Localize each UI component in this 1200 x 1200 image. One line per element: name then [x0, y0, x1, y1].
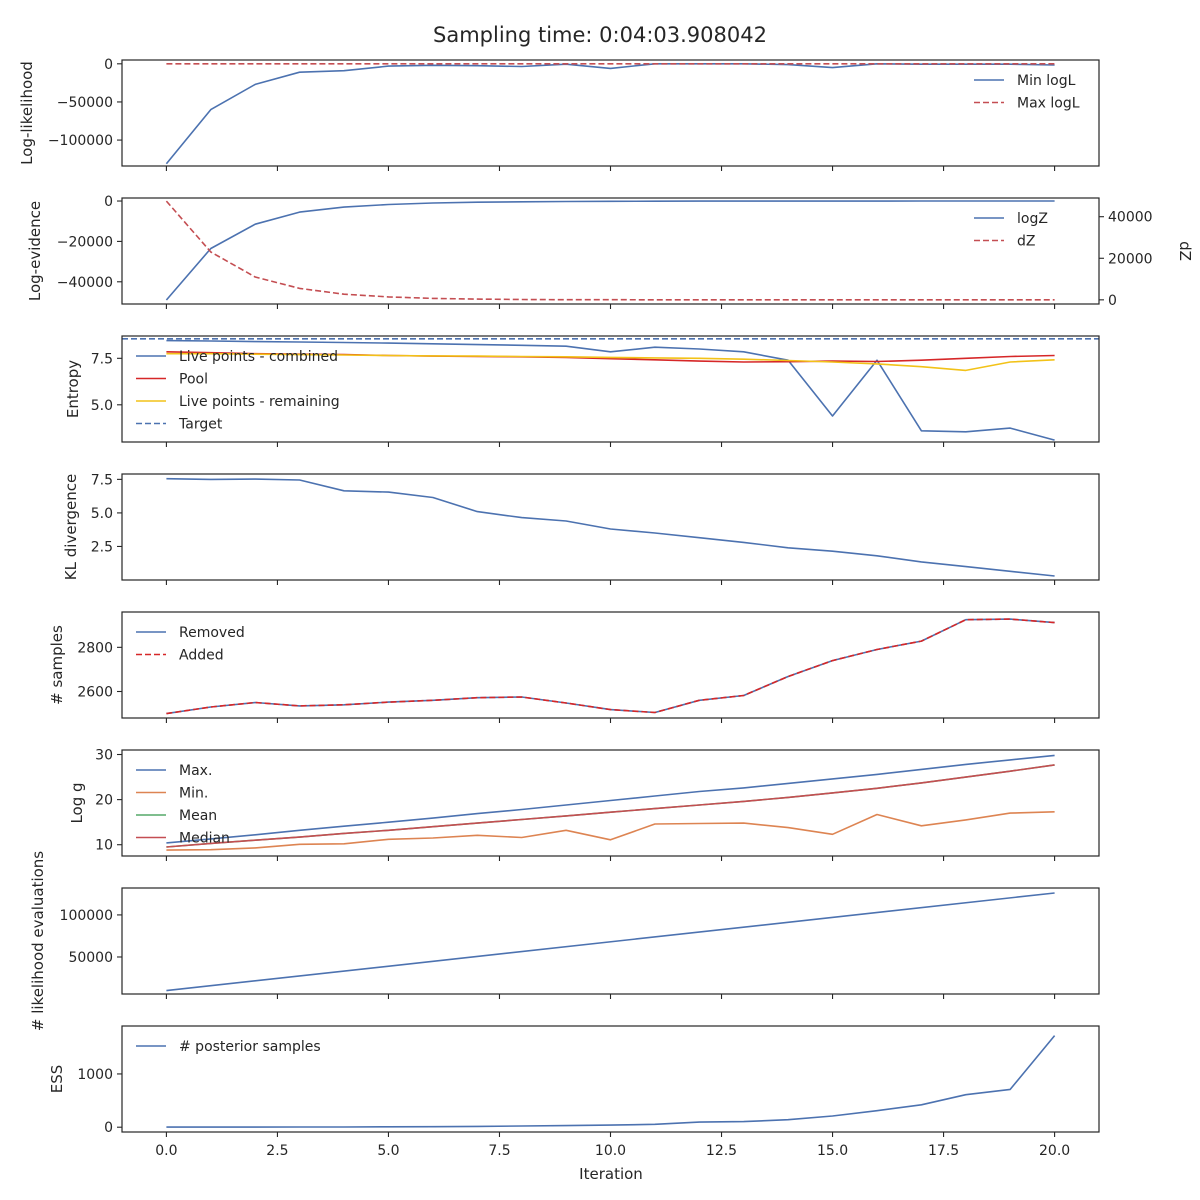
panel-1-ytick-label: −50000 [57, 95, 113, 111]
panel-4-frame [121, 473, 1100, 581]
panel-3-series-1-line [166, 339, 1055, 441]
legend-label: Median [179, 831, 230, 847]
panel-6-series-3-line [166, 764, 1055, 848]
panel-6-ylabel: Log g [68, 782, 86, 823]
panel-8: 1000 0 0.0 2.5 5.0 7.5 10.0 12.5 15.0 17.5 20.0 ESS… [48, 1025, 1100, 1159]
panel-6-ytick-label: 20 [95, 793, 113, 809]
panel-2-ylabel-right: dZ [1176, 241, 1194, 261]
xtick-label: 20.0 [1039, 1143, 1070, 1159]
panel-6-ytick-label: 30 [95, 748, 113, 764]
panel-8-ylabel: ESS [48, 1065, 66, 1094]
panel-2: 0 −20000 −40000 0 20000 40000 dZ Log-evidence lo… [26, 194, 1194, 309]
panel-8-ytick-label: 0 [104, 1120, 113, 1136]
panel-3-ytick-label: 5.0 [91, 398, 113, 414]
panel-2-ytick-right-label: 40000 [1108, 210, 1153, 226]
panel-2-ytick-right-label: 0 [1108, 293, 1117, 309]
panel-2-ytick-right-label: 20000 [1108, 251, 1153, 267]
panel-5-series-2-line [166, 618, 1055, 715]
legend-label: Min logL [1017, 73, 1076, 89]
panel-6-series-4-line [166, 764, 1055, 848]
legend-label: Target [178, 417, 223, 433]
panel-4-ylabel: KL divergence [62, 474, 80, 580]
legend-label: Added [179, 648, 224, 664]
panel-3-ylabel: Entropy [64, 360, 82, 418]
panel-7-ylabel: # likelihood evaluations [29, 851, 47, 1031]
panel-4-ytick-label: 5.0 [91, 506, 113, 522]
panel-5: 2800 2600 # samples Removed Added [48, 611, 1100, 723]
panel-7: 100000 50000 # likelihood evaluations [29, 851, 1100, 1031]
panel-2-ytick-label: 0 [104, 194, 113, 210]
legend-label: Removed [179, 625, 245, 641]
xtick-label: 0.0 [155, 1143, 177, 1159]
panel-1-ylabel: Log-likelihood [18, 61, 36, 165]
panel-2-frame [121, 197, 1100, 305]
legend-label: Max logL [1017, 96, 1080, 112]
panel-7-ytick-label: 100000 [60, 908, 113, 924]
panel-5-ytick-label: 2600 [77, 685, 113, 701]
panel-6: 30 20 10 Log g Max. Min. Mean Median [68, 748, 1100, 861]
x-axis-label: Iteration [579, 1165, 643, 1183]
panel-3-series-3-line [166, 352, 1055, 372]
xtick-label: 2.5 [266, 1143, 288, 1159]
legend-label: Pool [179, 372, 208, 388]
legend-label: dZ [1017, 234, 1035, 250]
legend-label: Mean [179, 808, 217, 824]
xtick-label: 12.5 [706, 1143, 737, 1159]
legend-label: Live points - combined [179, 349, 338, 365]
panel-5-ylabel: # samples [48, 625, 66, 705]
panel-8-series-1-line [166, 1035, 1056, 1128]
panel-2-series-2-line [165, 200, 1055, 301]
panel-8-ytick-label: 1000 [77, 1067, 113, 1083]
legend-label: logZ [1017, 211, 1048, 227]
panel-5-ytick-label: 2800 [77, 640, 113, 656]
panel-1-legend: Min logL Max logL [974, 73, 1080, 112]
panel-7-series-1-line [166, 892, 1055, 992]
panel-1-series-1-line [165, 62, 1055, 165]
panel-5-series-1-line [166, 618, 1055, 715]
panel-6-legend: Max. Min. Mean Median [136, 763, 230, 847]
xtick-label: 5.0 [377, 1143, 399, 1159]
xtick-label: 17.5 [928, 1143, 959, 1159]
panel-2-ytick-label: −40000 [57, 275, 113, 291]
panel-2-ytick-label: −20000 [57, 234, 113, 250]
panel-1: 0 −50000 −100000 Log-likelihood Min logL Max … [18, 57, 1100, 171]
panel-4: 7.5 5.0 2.5 KL divergence [62, 472, 1100, 585]
panel-4-ytick-label: 2.5 [91, 539, 113, 555]
panel-2-series-1-line [165, 200, 1055, 301]
xtick-label: 15.0 [817, 1143, 848, 1159]
panel-2-legend: logZ dZ [974, 211, 1048, 250]
panel-6-series-2-line [166, 811, 1055, 851]
xtick-label: 7.5 [488, 1143, 510, 1159]
panel-6-series-1-line [166, 754, 1055, 844]
panel-3-ytick-label: 7.5 [91, 351, 113, 367]
panel-1-frame [121, 59, 1100, 167]
legend-label: Min. [179, 786, 208, 802]
panel-1-ytick-label: 0 [104, 57, 113, 73]
panel-4-ytick-label: 7.5 [91, 472, 113, 488]
panel-6-ytick-label: 10 [95, 838, 113, 854]
panels: 0 −50000 −100000 Log-likelihood Min logL Max … [18, 57, 1194, 1159]
panel-4-series-1-line [166, 477, 1055, 577]
panel-1-ytick-label: −100000 [48, 133, 113, 149]
panel-7-ytick-label: 50000 [68, 950, 113, 966]
panel-5-legend: Removed Added [136, 625, 245, 664]
xtick-label: 10.0 [595, 1143, 626, 1159]
figure-title: Sampling time: 0:04:03.908042 [433, 23, 767, 47]
legend-label: # posterior samples [179, 1039, 321, 1055]
legend-label: Max. [179, 763, 212, 779]
panel-5-frame [121, 611, 1100, 719]
panel-2-ylabel: Log-evidence [26, 201, 44, 301]
panel-8-legend: # posterior samples [136, 1039, 321, 1055]
panel-3-legend: Live points - combined Pool Live points - … [136, 349, 340, 433]
legend-label: Live points - remaining [179, 394, 340, 410]
